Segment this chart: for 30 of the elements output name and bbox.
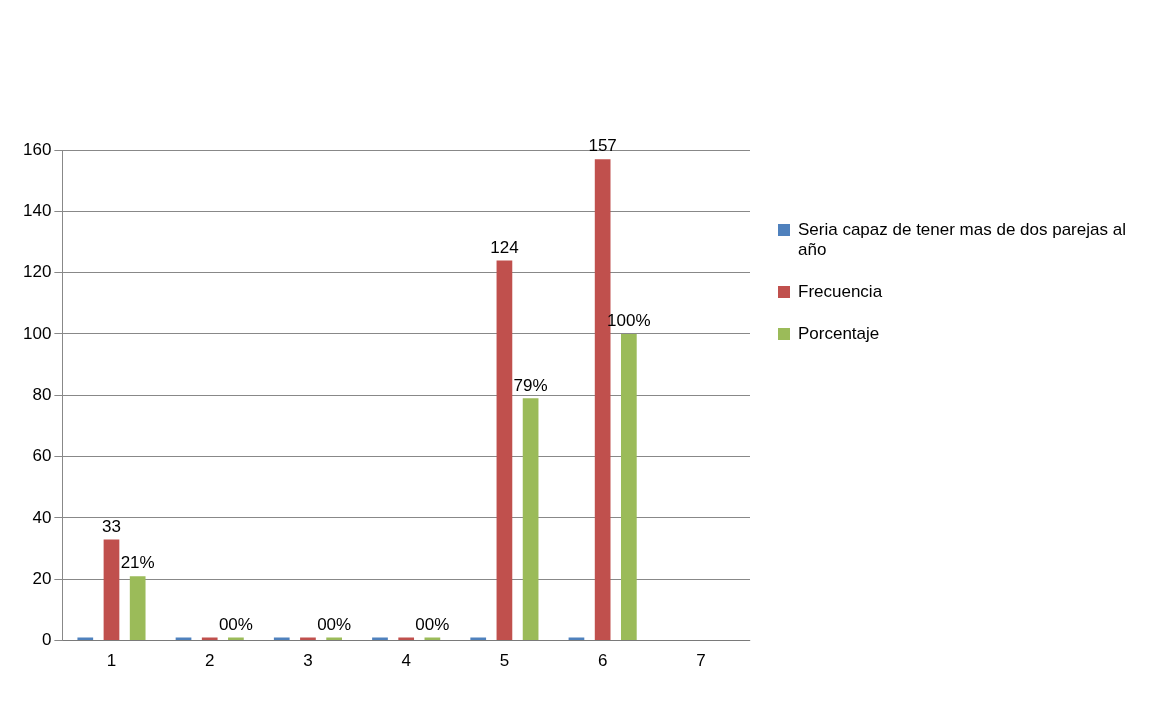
y-tick-label: 0 [41, 630, 52, 650]
data-label: 00% [415, 614, 450, 634]
x-tick-label: 7 [696, 651, 706, 671]
y-tick-label: 140 [22, 201, 52, 221]
y-tick-label: 80 [32, 384, 52, 404]
y-tick-label: 60 [32, 446, 52, 466]
x-tick-label: 5 [499, 651, 510, 671]
data-label: 33 [102, 516, 121, 536]
data-label: 79% [513, 375, 548, 395]
x-tick-label: 6 [597, 651, 608, 671]
bar [496, 260, 513, 641]
bar [522, 398, 539, 641]
data-label: 157 [588, 136, 617, 156]
legend-label: Seria capaz de tener mas de dos parejas al año [798, 220, 1127, 260]
x-tick-label: 4 [401, 651, 411, 671]
x-tick-label: 1 [106, 651, 117, 671]
data-label: 124 [490, 237, 519, 257]
bar [620, 333, 637, 641]
data-label: 21% [120, 553, 155, 573]
y-tick-label: 160 [22, 139, 52, 159]
legend-label: Porcentaje [798, 324, 880, 344]
y-tick-label: 40 [32, 507, 52, 527]
y-tick-label: 20 [32, 568, 52, 588]
y-tick-label: 120 [22, 262, 52, 282]
data-label: 00% [218, 614, 253, 634]
legend-label: Frecuencia [798, 282, 883, 302]
data-label: 00% [317, 614, 352, 634]
x-tick-label: 3 [303, 651, 313, 671]
x-tick-label: 2 [204, 651, 215, 671]
y-tick-label: 100 [22, 323, 52, 343]
